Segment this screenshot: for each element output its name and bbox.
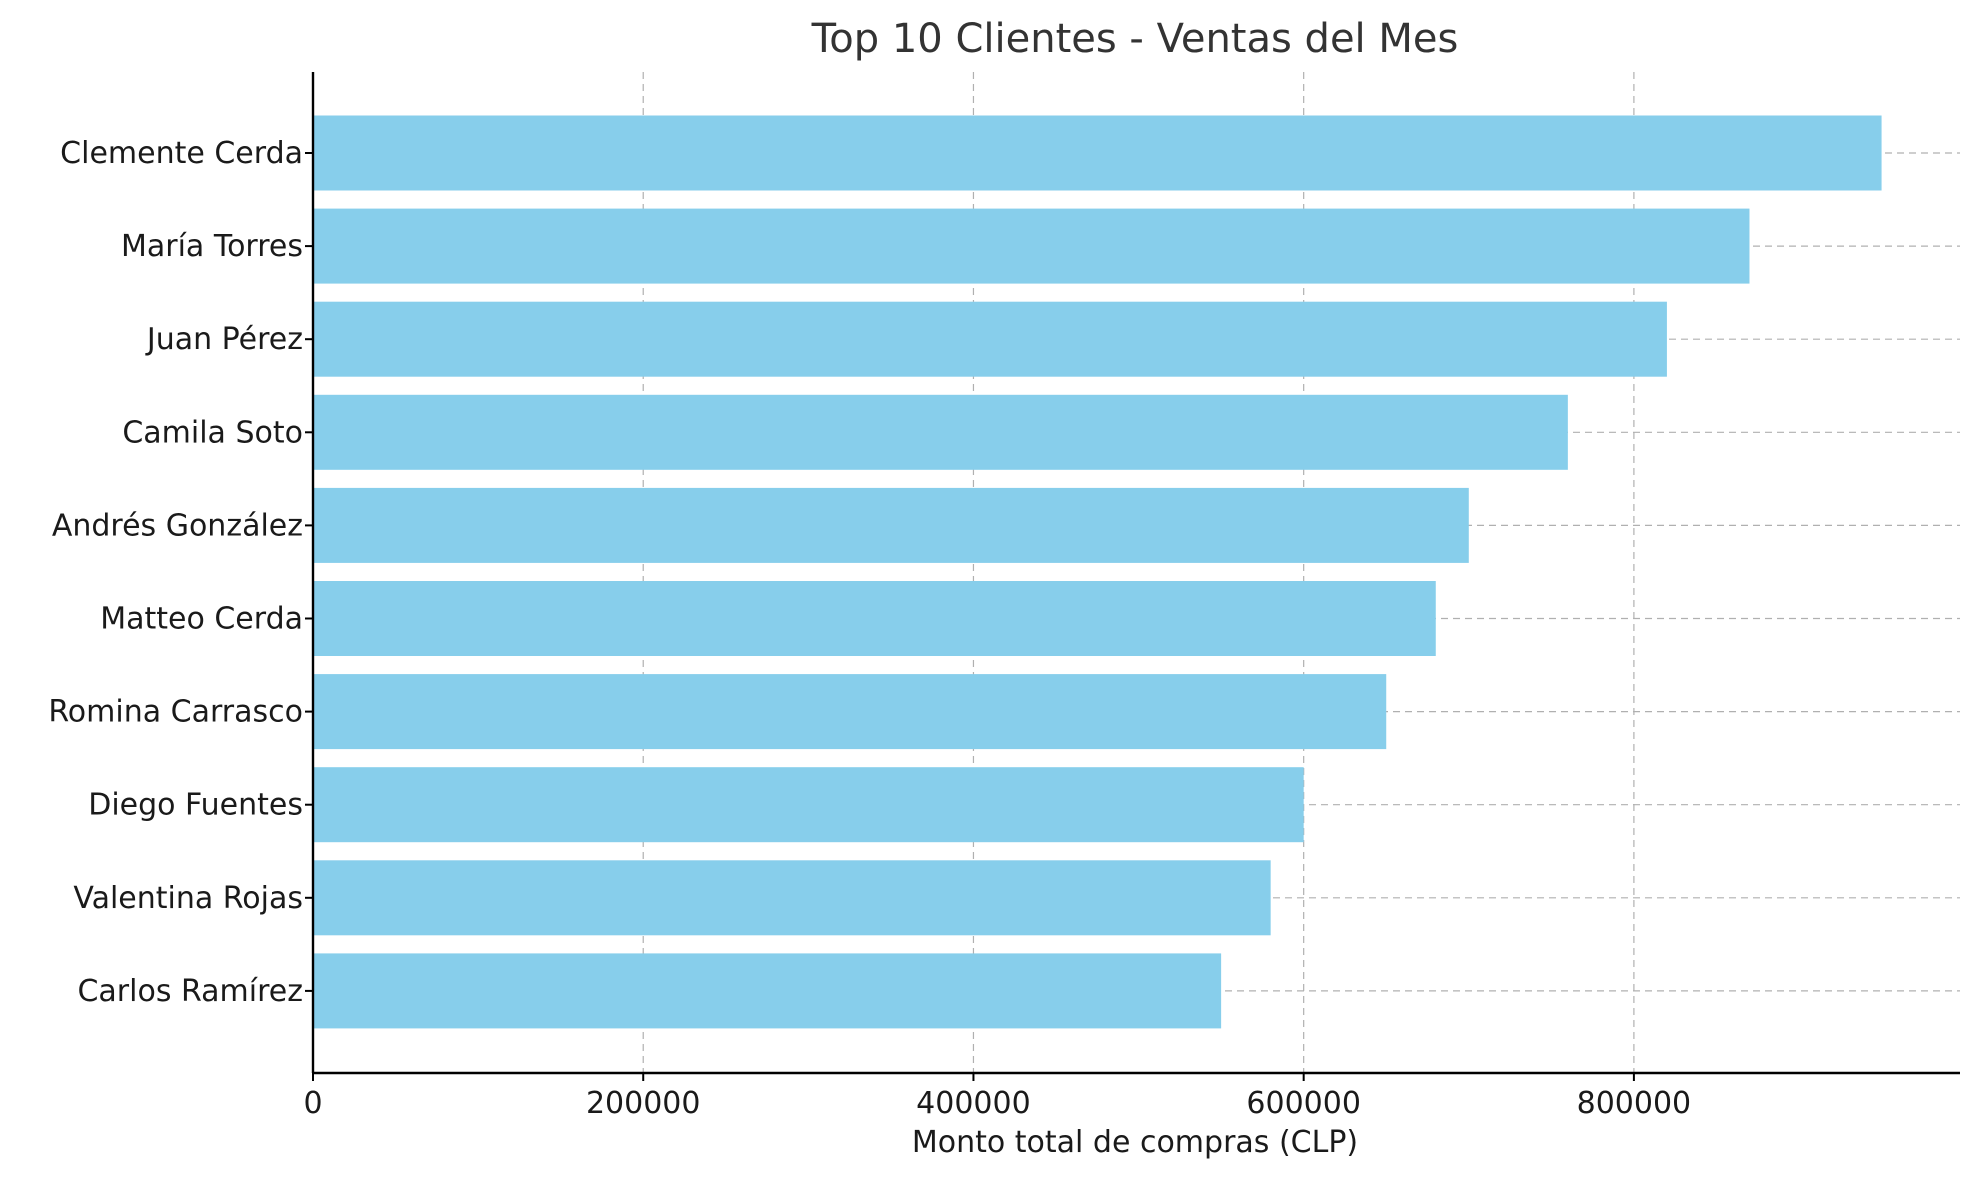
bar [313,487,1469,563]
x-tick-label: 0 [303,1086,322,1121]
category-label: Camila Soto [122,415,303,450]
bar [313,581,1436,656]
axes [311,72,1960,1075]
bar [313,208,1750,284]
x-tick-label: 200000 [586,1086,701,1121]
bar [313,115,1882,191]
x-tick-label: 400000 [916,1086,1031,1121]
bars [313,115,1882,1029]
x-tick-label: 800000 [1577,1086,1692,1121]
bar [313,674,1387,750]
category-label: Andrés González [52,508,303,543]
category-label: Matteo Cerda [100,602,303,637]
chart-title: Top 10 Clientes - Ventas del Mes [811,16,1459,62]
category-label: María Torres [121,229,303,264]
bar [313,394,1568,470]
category-label: Valentina Rojas [73,881,303,916]
category-label: Carlos Ramírez [77,974,303,1009]
category-labels: Clemente Cerda María Torres Juan Pérez Cami… [48,136,313,1009]
category-label: Romina Carrasco [48,695,303,730]
x-tick-label: 600000 [1246,1086,1361,1121]
bar [313,860,1271,936]
bar [313,301,1667,377]
category-label: Diego Fuentes [88,788,303,823]
x-axis-label: Monto total de compras (CLP) [912,1125,1358,1160]
bar [313,767,1304,843]
x-ticks: 0 200000 400000 600000 800000 [303,1073,1691,1121]
category-label: Clemente Cerda [60,136,303,171]
bar [313,953,1222,1029]
category-label: Juan Pérez [145,322,303,357]
